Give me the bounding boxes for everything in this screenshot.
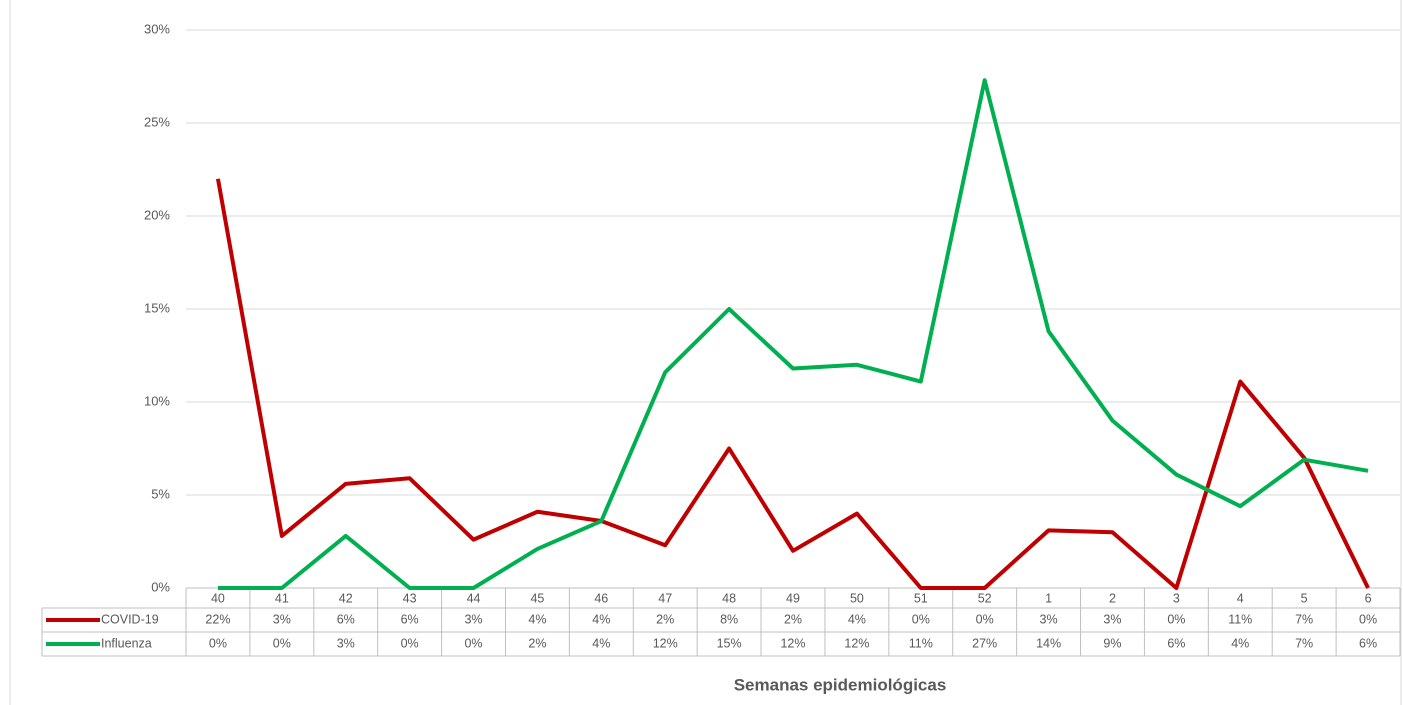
- table-value: 22%: [205, 612, 230, 626]
- table-value: 6%: [1359, 636, 1377, 650]
- table-value: 4%: [1231, 636, 1249, 650]
- table-value: 11%: [909, 636, 933, 650]
- x-axis-label: Semanas epidemiológicas: [734, 675, 947, 694]
- x-tick-label: 43: [403, 591, 417, 605]
- table-value: 9%: [1103, 636, 1121, 650]
- x-tick-label: 44: [467, 591, 481, 605]
- table-value: 12%: [653, 636, 678, 650]
- y-tick-label: 15%: [144, 300, 170, 315]
- y-tick-label: 0%: [151, 579, 170, 594]
- series-line: [215, 178, 1370, 590]
- table-value: 3%: [1040, 612, 1058, 626]
- x-tick-label: 6: [1365, 591, 1372, 605]
- x-tick-label: 1: [1045, 591, 1052, 605]
- table-value: 4%: [592, 612, 610, 626]
- table-value: 3%: [464, 612, 482, 626]
- table-value: 12%: [780, 636, 805, 650]
- table-value: 3%: [337, 636, 355, 650]
- table-value: 3%: [1103, 612, 1121, 626]
- x-tick-label: 45: [530, 591, 544, 605]
- series-line: [217, 78, 1369, 590]
- table-value: 0%: [209, 636, 227, 650]
- y-tick-label: 5%: [151, 486, 170, 501]
- table-value: 15%: [717, 636, 742, 650]
- legend-label: COVID-19: [101, 612, 159, 626]
- x-tick-label: 49: [786, 591, 800, 605]
- table-value: 11%: [1228, 612, 1252, 626]
- y-tick-label: 10%: [144, 393, 170, 408]
- table-value: 0%: [1167, 612, 1185, 626]
- table-value: 6%: [1167, 636, 1185, 650]
- table-value: 7%: [1295, 612, 1313, 626]
- table-value: 4%: [848, 612, 866, 626]
- x-tick-label: 3: [1173, 591, 1180, 605]
- table-value: 12%: [844, 636, 869, 650]
- table-value: 3%: [273, 612, 291, 626]
- table-value: 0%: [912, 612, 930, 626]
- x-tick-label: 50: [850, 591, 864, 605]
- table-value: 0%: [273, 636, 291, 650]
- x-tick-label: 47: [658, 591, 672, 605]
- x-tick-label: 48: [722, 591, 736, 605]
- table-value: 2%: [528, 636, 546, 650]
- table-value: 0%: [976, 612, 994, 626]
- table-value: 0%: [1359, 612, 1377, 626]
- x-tick-label: 2: [1109, 591, 1116, 605]
- y-tick-label: 20%: [144, 207, 170, 222]
- table-value: 6%: [337, 612, 355, 626]
- x-tick-label: 52: [978, 591, 992, 605]
- table-value: 6%: [401, 612, 419, 626]
- x-tick-label: 40: [211, 591, 225, 605]
- y-tick-label: 25%: [144, 114, 170, 129]
- table-value: 0%: [464, 636, 482, 650]
- x-tick-label: 42: [339, 591, 353, 605]
- table-value: 7%: [1295, 636, 1313, 650]
- table-value: 4%: [528, 612, 546, 626]
- y-tick-label: 30%: [144, 21, 170, 36]
- x-tick-label: 5: [1301, 591, 1308, 605]
- legend-label: Influenza: [101, 636, 152, 650]
- table-value: 2%: [784, 612, 802, 626]
- x-tick-label: 41: [275, 591, 289, 605]
- x-tick-label: 4: [1237, 591, 1244, 605]
- x-tick-label: 46: [594, 591, 608, 605]
- table-value: 14%: [1036, 636, 1061, 650]
- table-value: 2%: [656, 612, 674, 626]
- table-value: 8%: [720, 612, 738, 626]
- table-value: 27%: [972, 636, 997, 650]
- table-value: 4%: [592, 636, 610, 650]
- x-tick-label: 51: [914, 591, 928, 605]
- table-value: 0%: [401, 636, 419, 650]
